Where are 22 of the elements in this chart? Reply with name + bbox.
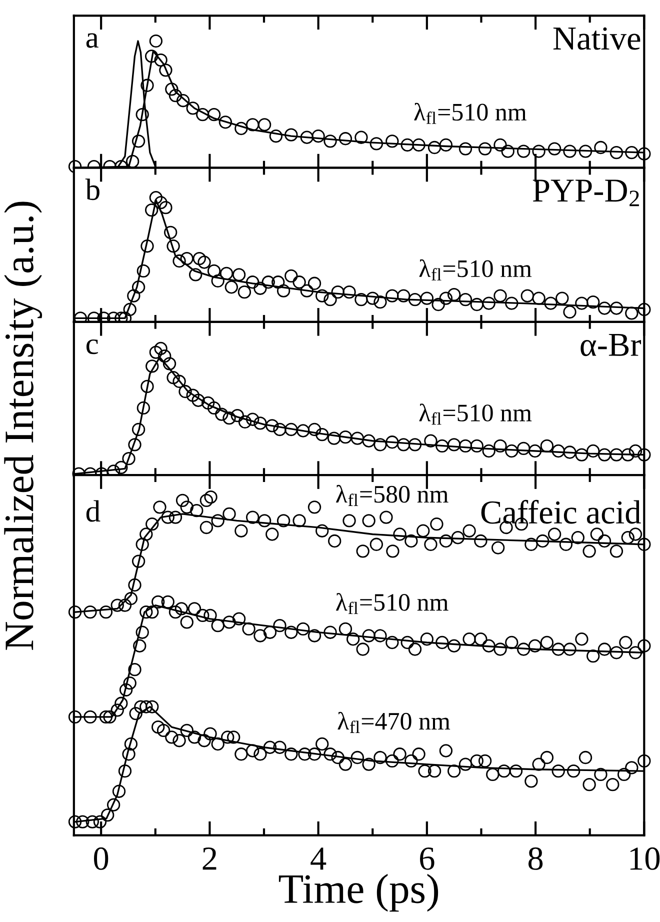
annotation: λ$_{fl}$=510 nm	[336, 593, 448, 614]
chart-title: α-Br	[580, 334, 642, 356]
chart-title: Caffeic acid	[481, 500, 641, 524]
x-tick-label: 8	[528, 847, 543, 870]
chart-title: Native	[553, 27, 640, 50]
x-tick-label: 6	[420, 848, 434, 870]
x-tick-label: 10	[630, 847, 660, 870]
annotation: λ$_{fl}$=510 nm	[414, 102, 526, 124]
annotation: λ$_{fl}$=510 nm	[419, 404, 532, 425]
chart-title: PYP-D$_{2}$	[532, 180, 639, 206]
x-axis-title: Time (ps)	[278, 874, 438, 912]
y-axis-title: Normalized Intensity (a.u.)	[4, 202, 42, 650]
x-tick-label: 0	[94, 847, 108, 870]
annotation: λ$_{fl}$=510 nm	[419, 259, 532, 280]
annotation: b	[85, 178, 100, 200]
annotation: λ$_{fl}$=470 nm	[338, 712, 450, 733]
x-tick-label: 2	[202, 848, 216, 870]
x-tick-label: 4	[310, 848, 326, 870]
annotation: a	[86, 33, 98, 48]
annotation: λ$_{fl}$=580 nm	[336, 484, 448, 506]
annotation: d	[86, 500, 100, 522]
annotation: c	[86, 339, 98, 354]
